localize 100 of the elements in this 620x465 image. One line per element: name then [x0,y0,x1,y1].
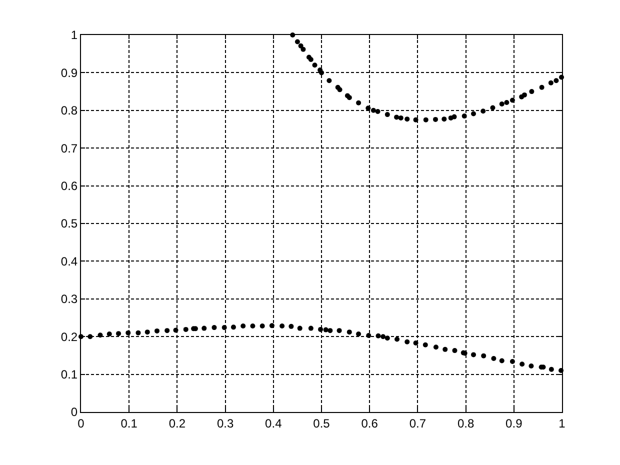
y-tick-label: 0.5 [60,216,78,231]
x-tick-label: 0.7 [409,416,426,430]
point [462,114,467,119]
point [548,80,554,86]
point [471,352,476,358]
point [260,324,265,329]
point [452,114,457,120]
point [136,330,141,336]
point [297,326,302,331]
point [376,333,381,338]
point [337,87,342,92]
x-tick-label: 0.3 [216,416,234,430]
x-tick-label: 0.5 [313,416,330,430]
point [433,116,438,122]
point [126,330,131,336]
y-tick-label: 0.9 [60,66,78,80]
point [522,92,527,98]
point [202,326,207,331]
point [433,344,438,350]
point [384,336,390,341]
point [423,117,428,122]
x-tick-label: 0.4 [265,416,282,430]
point [529,89,534,94]
point [308,57,314,62]
point [481,353,486,358]
point [491,356,496,361]
point [288,324,294,329]
point [280,324,285,329]
point [554,78,559,84]
point [312,62,318,68]
point [106,331,112,336]
point [510,358,515,364]
point [384,112,390,118]
point [442,346,448,352]
point [298,43,304,48]
point [230,324,236,330]
point [394,336,400,342]
point [471,111,476,116]
point [356,100,362,106]
point [398,115,404,120]
point [144,330,150,335]
point [308,326,314,331]
point [164,328,170,334]
point [499,358,504,364]
point [528,364,534,369]
y-tick-label: 0 [70,405,78,420]
point [413,340,418,346]
point [404,116,410,122]
point [375,109,380,114]
point [319,70,324,76]
point [539,84,544,90]
point [183,326,188,332]
point [504,100,510,105]
point [480,108,486,114]
point [240,324,246,329]
y-tick-label: 0.6 [60,179,78,193]
point [116,331,122,336]
point [499,101,504,106]
x-tick-label: 0.1 [120,416,138,430]
point [212,325,217,330]
point [380,334,386,340]
point [173,328,178,333]
point [300,46,306,52]
point [404,339,410,344]
point [510,98,515,103]
point [520,362,525,367]
y-tick-label: 0.1 [60,368,78,382]
x-tick-label: 0.8 [457,416,474,430]
y-tick-label: 0.7 [60,141,78,156]
point [250,324,256,329]
x-tick-label: 0.2 [168,416,186,430]
point [269,323,274,328]
point [452,348,458,354]
point [326,78,332,84]
y-tick-label: 0.3 [60,292,78,306]
y-tick-label: 0.4 [60,254,78,268]
x-tick-label: 1 [558,416,566,430]
point [490,105,496,110]
point [294,39,300,44]
y-tick-label: 1 [70,28,78,42]
point [154,328,160,334]
point [323,327,328,332]
point [548,366,554,372]
point [328,328,333,334]
point [366,332,372,338]
point [442,116,447,122]
point [422,342,428,348]
point [222,325,227,330]
point [370,108,376,113]
point [98,332,103,338]
point [318,326,324,332]
point [394,114,400,120]
point [346,330,352,335]
x-tick-label: 0.9 [506,416,523,430]
point [336,328,342,334]
point [88,334,93,340]
point [356,331,362,336]
x-tick-label: 0.6 [361,416,378,430]
point [413,117,418,122]
y-tick-label: 0.8 [60,104,78,118]
